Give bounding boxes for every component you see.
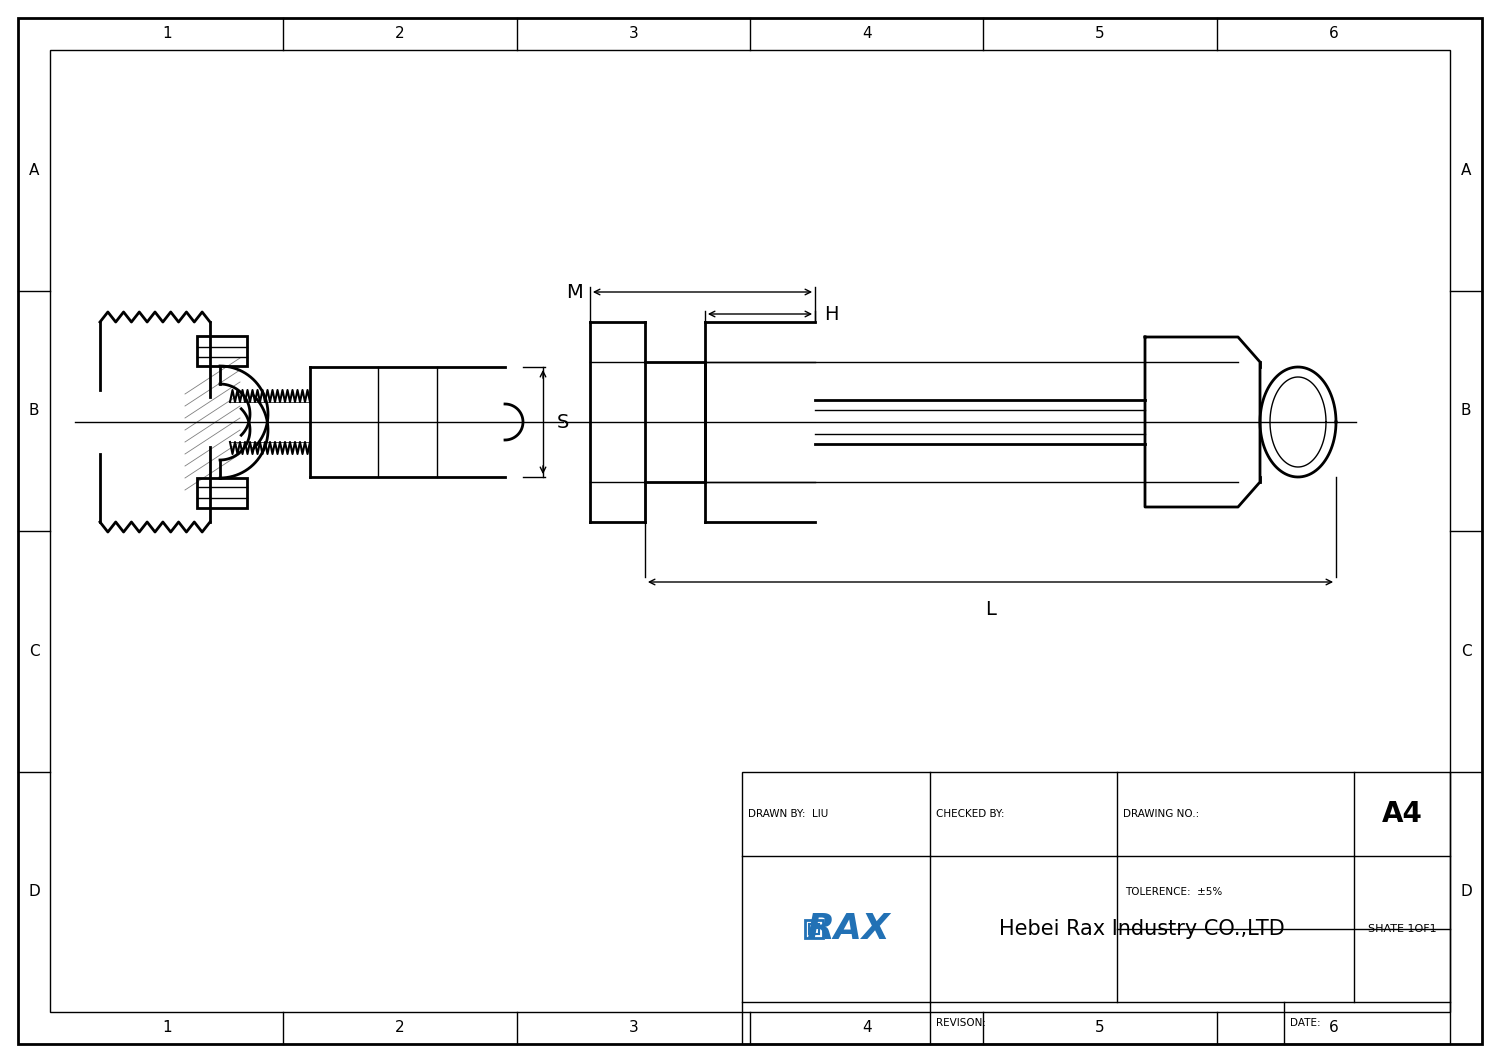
Text: 3: 3: [628, 27, 638, 41]
Bar: [808, 924, 819, 933]
Text: C: C: [1461, 644, 1472, 658]
Text: B: B: [28, 404, 39, 418]
Text: D: D: [1460, 885, 1472, 900]
Text: A: A: [28, 162, 39, 177]
Text: REVISON:: REVISON:: [936, 1017, 986, 1028]
Text: 2: 2: [394, 1021, 405, 1035]
Text: A: A: [1461, 162, 1472, 177]
Text: 5: 5: [1095, 1021, 1106, 1035]
Text: 2: 2: [394, 27, 405, 41]
Text: 4: 4: [862, 1021, 871, 1035]
Text: DRAWING NO.:: DRAWING NO.:: [1124, 809, 1200, 819]
Text: DATE:: DATE:: [1290, 1017, 1320, 1028]
Bar: [806, 920, 824, 938]
Text: 1: 1: [162, 27, 171, 41]
Text: DRAWN BY:  LIU: DRAWN BY: LIU: [748, 809, 828, 819]
Text: Hebei Rax Industry CO.,LTD: Hebei Rax Industry CO.,LTD: [999, 919, 1286, 939]
Bar: [196, 336, 248, 366]
Text: S: S: [556, 412, 570, 431]
Bar: [196, 478, 248, 508]
Text: 1: 1: [162, 1021, 171, 1035]
Text: 6: 6: [1329, 1021, 1338, 1035]
Text: 6: 6: [1329, 27, 1338, 41]
Text: TOLERENCE:  ±5%: TOLERENCE: ±5%: [1125, 888, 1222, 897]
Text: B: B: [1461, 404, 1472, 418]
Text: L: L: [986, 600, 996, 619]
Text: 4: 4: [862, 27, 871, 41]
Text: SHATE 1OF1: SHATE 1OF1: [1368, 924, 1437, 933]
Text: RAX: RAX: [806, 912, 889, 946]
Text: M: M: [566, 282, 582, 302]
Bar: [742, 771, 1450, 1044]
Text: D: D: [28, 885, 40, 900]
Text: 5: 5: [1095, 27, 1106, 41]
Text: H: H: [824, 305, 839, 324]
Text: C: C: [28, 644, 39, 658]
Text: 3: 3: [628, 1021, 638, 1035]
Text: CHECKED BY:: CHECKED BY:: [936, 809, 1004, 819]
Text: A4: A4: [1382, 800, 1422, 827]
